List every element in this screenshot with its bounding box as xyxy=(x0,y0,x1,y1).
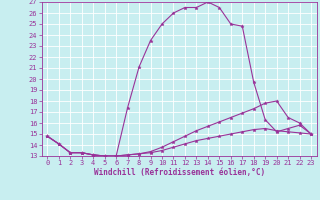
X-axis label: Windchill (Refroidissement éolien,°C): Windchill (Refroidissement éolien,°C) xyxy=(94,168,265,177)
